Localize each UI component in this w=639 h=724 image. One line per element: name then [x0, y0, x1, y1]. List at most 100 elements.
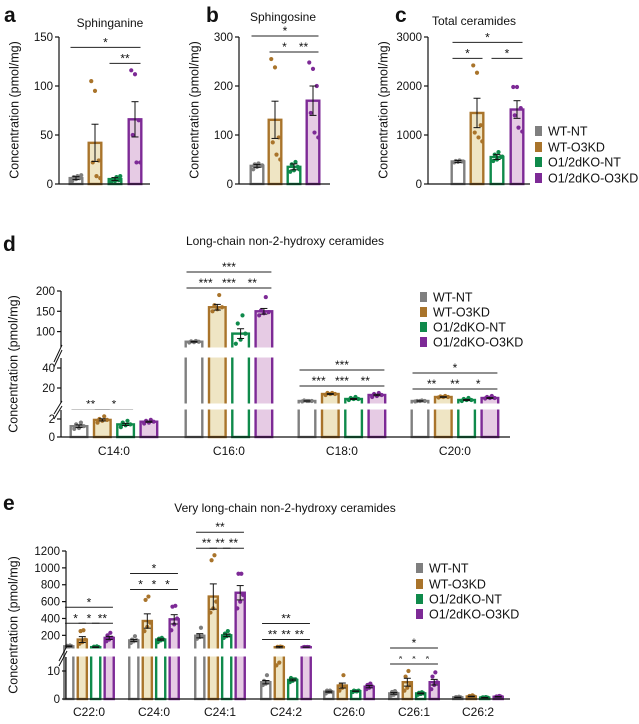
data-point [478, 123, 483, 128]
significance-label: ** [295, 627, 305, 641]
y-tick-label: 300 [214, 32, 233, 44]
significance-label: *** [222, 260, 236, 274]
significance-label: * [152, 578, 157, 592]
data-point [520, 129, 525, 134]
data-point [434, 680, 440, 685]
y-tick-label: 100 [34, 81, 53, 93]
data-point [433, 670, 438, 675]
axis-break-mark [53, 349, 63, 368]
significance-label: *** [199, 276, 213, 290]
axis-break-mark [53, 405, 63, 420]
bar [103, 636, 115, 701]
significance-label: * [152, 562, 157, 576]
legend-label: WT-NT [429, 562, 469, 576]
axis-break-gap [60, 403, 511, 410]
data-point [264, 673, 270, 678]
significance-label: * [412, 652, 417, 666]
legend-swatch [416, 609, 423, 619]
data-point [278, 157, 283, 162]
legend-label: WT-O3KD [429, 578, 486, 592]
data-point [429, 687, 434, 692]
y-tick-label: 0 [54, 694, 60, 706]
data-point [169, 628, 174, 633]
y-tick-label: 800 [41, 580, 60, 592]
data-point [474, 70, 480, 75]
significance-label: * [103, 35, 108, 49]
data-point [312, 130, 317, 135]
panel-letter: b [206, 4, 219, 27]
data-point [235, 321, 240, 326]
data-point [341, 673, 346, 678]
data-point [129, 68, 134, 73]
significance-label: ** [202, 536, 212, 550]
y-axis-label: Concentration (pmol/mg) [6, 556, 20, 694]
significance-label: * [453, 361, 458, 375]
data-point [120, 420, 125, 425]
y-tick-label: 150 [34, 32, 53, 44]
y-tick-label: 3000 [396, 32, 422, 44]
data-point [94, 174, 99, 179]
data-point [263, 294, 268, 300]
significance-label: * [87, 595, 92, 609]
data-point [512, 113, 517, 118]
legend-label: WT-O3KD [548, 141, 605, 155]
panel-letter: d [3, 233, 16, 256]
data-point [219, 305, 225, 310]
axis-break-mark [53, 400, 63, 415]
data-point [89, 79, 94, 84]
data-point [236, 571, 241, 576]
data-point [136, 118, 141, 123]
x-category-label: C22:0 [73, 705, 105, 719]
data-point [212, 303, 217, 308]
data-point [316, 135, 321, 140]
significance-label: * [282, 40, 287, 54]
significance-label: ** [299, 40, 309, 54]
significance-label: ** [98, 611, 108, 625]
panel-letter: a [4, 4, 16, 27]
significance-label: * [73, 611, 78, 625]
legend-label: WT-O3KD [433, 306, 490, 320]
y-axis-label: Concentration (pmol/mg) [187, 41, 201, 179]
legend-swatch [420, 337, 427, 347]
x-category-label: C14:0 [98, 444, 130, 458]
data-point [125, 418, 130, 423]
y-axis-label: Concentration (pmol/mg) [376, 41, 390, 179]
data-point [240, 313, 245, 318]
significance-label: ** [450, 377, 460, 391]
significance-label: ** [281, 611, 291, 625]
data-point [98, 176, 103, 181]
chart-title: Very long-chain non-2-hydroxy ceramides [174, 501, 395, 515]
data-point [104, 417, 110, 422]
data-point [516, 125, 521, 130]
x-category-label: C26:2 [462, 705, 494, 719]
chart-title: Total ceramides [432, 14, 516, 28]
significance-label: ** [427, 377, 437, 391]
data-point [480, 139, 485, 144]
data-point [461, 159, 466, 164]
data-point [274, 663, 279, 668]
y-tick-label: 1000 [34, 563, 60, 575]
data-point [297, 167, 302, 172]
significance-label: * [505, 46, 510, 60]
bar [207, 306, 227, 439]
legend-swatch [535, 173, 542, 183]
data-point [430, 674, 435, 679]
bar [254, 310, 274, 439]
data-point [277, 660, 282, 665]
y-tick-label: 10 [47, 666, 60, 678]
data-point [368, 681, 373, 686]
data-point [260, 163, 265, 168]
data-point [108, 630, 113, 635]
data-point [471, 63, 476, 68]
data-point [134, 160, 139, 165]
data-point [307, 60, 312, 65]
data-point [72, 426, 77, 431]
significance-label: * [465, 46, 470, 60]
data-point [274, 152, 279, 157]
data-point [258, 308, 264, 313]
data-point [78, 420, 83, 425]
data-point [174, 616, 180, 621]
legend-label: O1/2dKO-O3KD [429, 608, 519, 622]
data-point [314, 83, 319, 89]
data-point [210, 309, 215, 314]
